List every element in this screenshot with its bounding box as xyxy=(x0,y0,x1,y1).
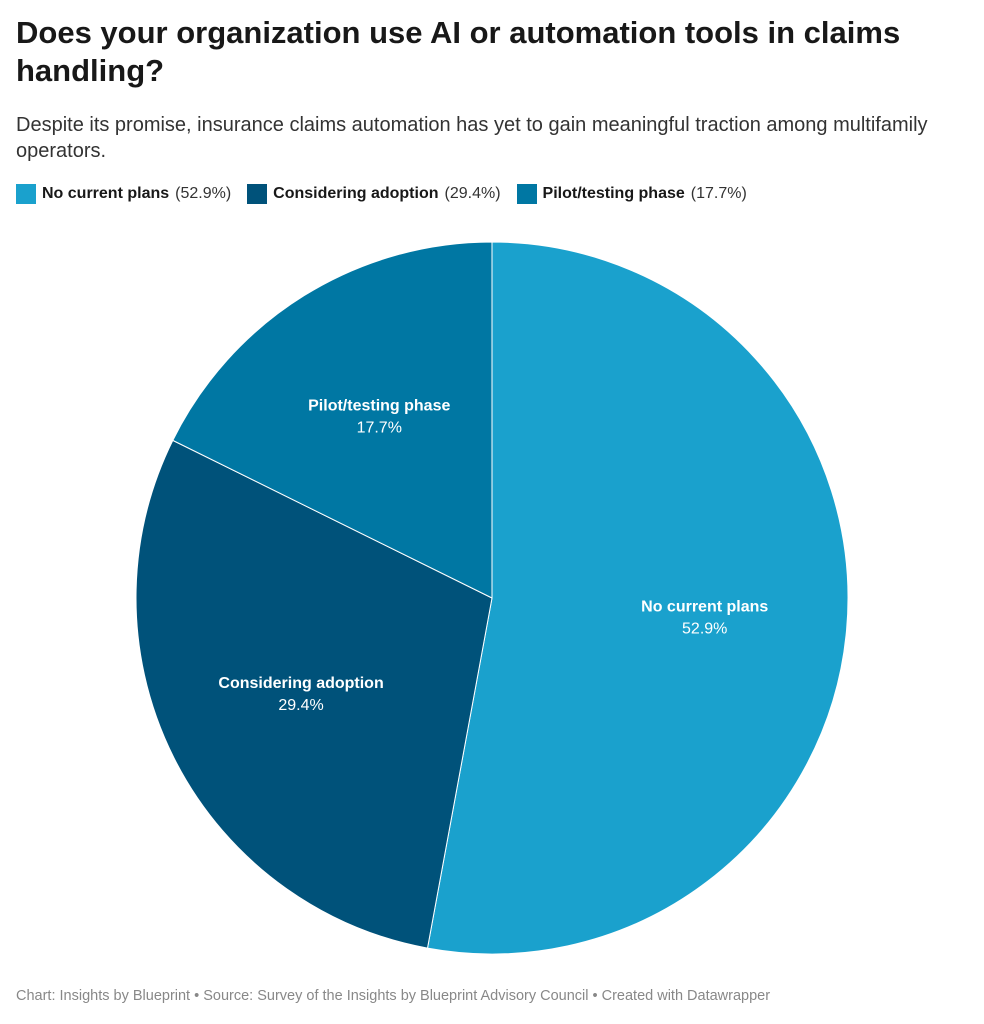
separator: • xyxy=(190,988,204,1004)
footer-source: Source: Survey of the Insights by Bluepr… xyxy=(203,988,589,1004)
legend-item-no-current-plans: No current plans (52.9%) xyxy=(16,184,231,204)
legend-swatch xyxy=(247,184,268,204)
legend-item-pilot-testing: Pilot/testing phase (17.7%) xyxy=(516,184,747,204)
slice-label: Considering adoption xyxy=(218,675,383,692)
chart-subtitle: Despite its promise, insurance claims au… xyxy=(16,114,928,162)
slice-label: Pilot/testing phase xyxy=(308,398,450,415)
slice-value: 52.9% xyxy=(682,620,727,637)
legend-label: Pilot/testing phase xyxy=(542,185,685,202)
pie-slice-pilot-testing-phase xyxy=(172,241,493,599)
footer: Chart: Insights by Blueprint • Source: S… xyxy=(16,988,770,1004)
legend-item-considering-adoption: Considering adoption (29.4%) xyxy=(247,184,501,204)
legend-swatch xyxy=(516,184,537,204)
legend-value: (52.9%) xyxy=(175,185,232,202)
legend-value: (17.7%) xyxy=(690,185,747,202)
pie-slice-no-current-plans xyxy=(426,241,849,955)
footer-chart-credit: Chart: Insights by Blueprint xyxy=(16,988,191,1004)
legend-swatch xyxy=(16,184,36,204)
legend: No current plans (52.9%) Considering ado… xyxy=(16,184,747,204)
legend-label: No current plans xyxy=(42,185,170,202)
legend-label: Considering adoption xyxy=(273,185,439,202)
legend-value: (29.4%) xyxy=(444,185,501,202)
slice-label: No current plans xyxy=(641,598,768,615)
separator: • xyxy=(588,988,602,1004)
footer-datawrapper-link[interactable]: Created with Datawrapper xyxy=(601,988,771,1004)
slice-value: 29.4% xyxy=(278,697,323,714)
pie-slice-considering-adoption xyxy=(135,439,493,949)
slice-value: 17.7% xyxy=(357,420,402,437)
chart-title: Does your organization use AI or automat… xyxy=(16,15,901,88)
